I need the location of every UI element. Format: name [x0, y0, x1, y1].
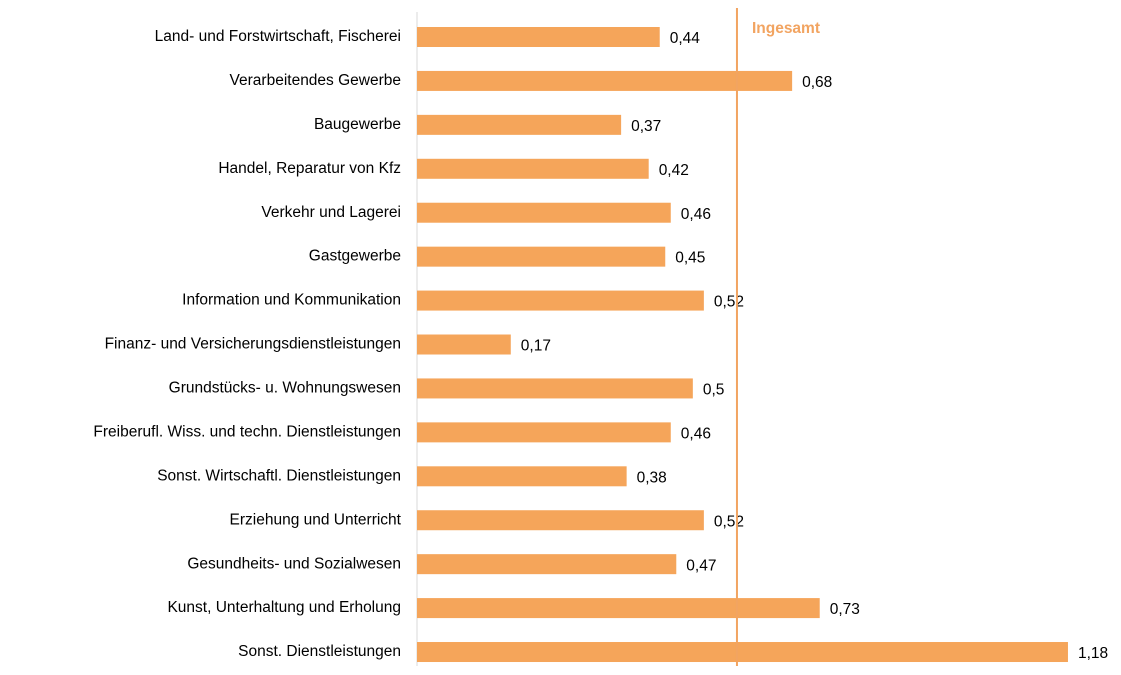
- y-tick-label: Gesundheits- und Sozialwesen: [187, 555, 401, 572]
- y-tick-label: Handel, Reparatur von Kfz: [218, 160, 401, 177]
- y-tick-label: Sonst. Wirtschaftl. Dienstleistungen: [157, 467, 401, 484]
- data-label: 0,37: [631, 118, 661, 135]
- bar: [417, 202, 671, 223]
- data-label: 1,18: [1078, 645, 1108, 662]
- y-tick-label: Land- und Forstwirtschaft, Fischerei: [155, 28, 401, 45]
- data-label: 0,45: [675, 250, 705, 267]
- y-tick-label: Baugewerbe: [314, 116, 401, 133]
- bar: [417, 27, 660, 47]
- y-tick-label: Freiberufl. Wiss. und techn. Dienstleist…: [93, 423, 401, 440]
- data-label: 0,44: [670, 30, 701, 47]
- data-label: 0,52: [714, 294, 744, 311]
- bar: [417, 378, 693, 399]
- bar: [417, 598, 820, 619]
- reference-label: Ingesamt: [752, 20, 820, 37]
- y-tick-label: Finanz- und Versicherungsdienstleistunge…: [105, 336, 401, 353]
- data-label: 0,17: [521, 338, 551, 355]
- bar: [417, 114, 622, 135]
- bar: [417, 158, 649, 179]
- bar: [417, 334, 511, 355]
- y-tick-label: Information und Kommunikation: [182, 292, 401, 309]
- data-label: 0,42: [659, 162, 689, 179]
- bar: [417, 246, 666, 267]
- data-label: 0,5: [703, 382, 725, 399]
- data-label: 0,52: [714, 513, 744, 530]
- bar: [417, 554, 677, 575]
- bar: [417, 642, 1068, 663]
- bar: [417, 422, 671, 443]
- bar: [417, 466, 627, 487]
- bar: [417, 290, 704, 311]
- y-tick-label: Grundstücks- u. Wohnungswesen: [169, 380, 401, 397]
- data-label: 0,47: [686, 557, 716, 574]
- data-label: 0,68: [802, 74, 832, 91]
- y-tick-label: Verkehr und Lagerei: [261, 204, 401, 221]
- y-tick-label: Gastgewerbe: [309, 248, 401, 265]
- data-label: 0,38: [637, 469, 667, 486]
- data-label: 0,73: [830, 601, 860, 618]
- y-tick-label: Erziehung und Unterricht: [230, 511, 402, 528]
- y-tick-label: Kunst, Unterhaltung und Erholung: [167, 599, 401, 616]
- data-label: 0,46: [681, 206, 711, 223]
- y-tick-label: Verarbeitendes Gewerbe: [230, 72, 401, 89]
- bar: [417, 510, 704, 531]
- y-tick-label: Sonst. Dienstleistungen: [238, 643, 401, 660]
- bar: [417, 70, 793, 91]
- data-label: 0,46: [681, 425, 711, 442]
